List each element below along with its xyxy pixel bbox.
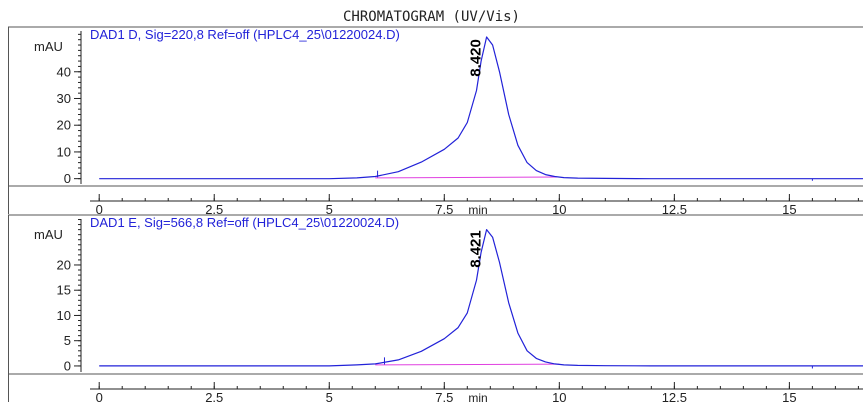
signal-trace bbox=[99, 229, 863, 367]
x-tick-label: 0 bbox=[96, 390, 103, 402]
chromatogram-panel-dad1-d: DAD1 D, Sig=220,8 Ref=off (HPLC4_25\0122… bbox=[0, 26, 863, 214]
y-tick-label: 0 bbox=[64, 358, 71, 373]
y-tick-label: 30 bbox=[57, 91, 71, 106]
y-tick-label: 20 bbox=[57, 118, 71, 133]
y-tick-label: 0 bbox=[64, 171, 71, 186]
integration-baseline bbox=[375, 176, 560, 179]
peak-label: 8.421 bbox=[468, 230, 485, 268]
x-tick-label: 2.5 bbox=[205, 202, 223, 214]
x-tick-label: 0 bbox=[96, 202, 103, 214]
y-tick-label: 10 bbox=[57, 144, 71, 159]
x-tick-label: 15 bbox=[782, 390, 796, 402]
y-tick-label: 20 bbox=[57, 257, 71, 272]
y-tick-label: 15 bbox=[57, 283, 71, 298]
x-tick-label: 12.5 bbox=[662, 390, 687, 402]
y-tick-label: 5 bbox=[64, 333, 71, 348]
chromatogram-panel-dad1-e: DAD1 E, Sig=566,8 Ref=off (HPLC4_25\0122… bbox=[0, 214, 863, 402]
x-tick-label: 5 bbox=[326, 202, 333, 214]
x-tick-label: 10 bbox=[552, 390, 566, 402]
x-tick-label: 15 bbox=[782, 202, 796, 214]
chart-title: DAD1 D, Sig=220,8 Ref=off (HPLC4_25\0122… bbox=[90, 27, 400, 42]
x-tick-label: 10 bbox=[552, 202, 566, 214]
y-axis-label: mAU bbox=[34, 227, 63, 242]
y-axis-label: mAU bbox=[34, 39, 63, 54]
chart-svg-dad1-d: DAD1 D, Sig=220,8 Ref=off (HPLC4_25\0122… bbox=[8, 26, 863, 214]
y-tick-label: 40 bbox=[57, 64, 71, 79]
peak-label: 8.420 bbox=[468, 39, 485, 77]
x-axis-label: min bbox=[468, 391, 487, 402]
x-tick-label: 12.5 bbox=[662, 202, 687, 214]
page-title: CHROMATOGRAM (UV/Vis) bbox=[342, 9, 520, 25]
x-tick-label: 5 bbox=[326, 390, 333, 402]
x-axis-label: min bbox=[468, 203, 487, 214]
x-tick-label: 2.5 bbox=[205, 390, 223, 402]
chart-svg-dad1-e: DAD1 E, Sig=566,8 Ref=off (HPLC4_25\0122… bbox=[8, 214, 863, 402]
chart-title: DAD1 E, Sig=566,8 Ref=off (HPLC4_25\0122… bbox=[90, 215, 399, 230]
signal-trace bbox=[99, 36, 863, 180]
x-tick-label: 7.5 bbox=[435, 390, 453, 402]
x-tick-label: 7.5 bbox=[435, 202, 453, 214]
integration-baseline bbox=[375, 363, 560, 366]
y-tick-label: 10 bbox=[57, 308, 71, 323]
